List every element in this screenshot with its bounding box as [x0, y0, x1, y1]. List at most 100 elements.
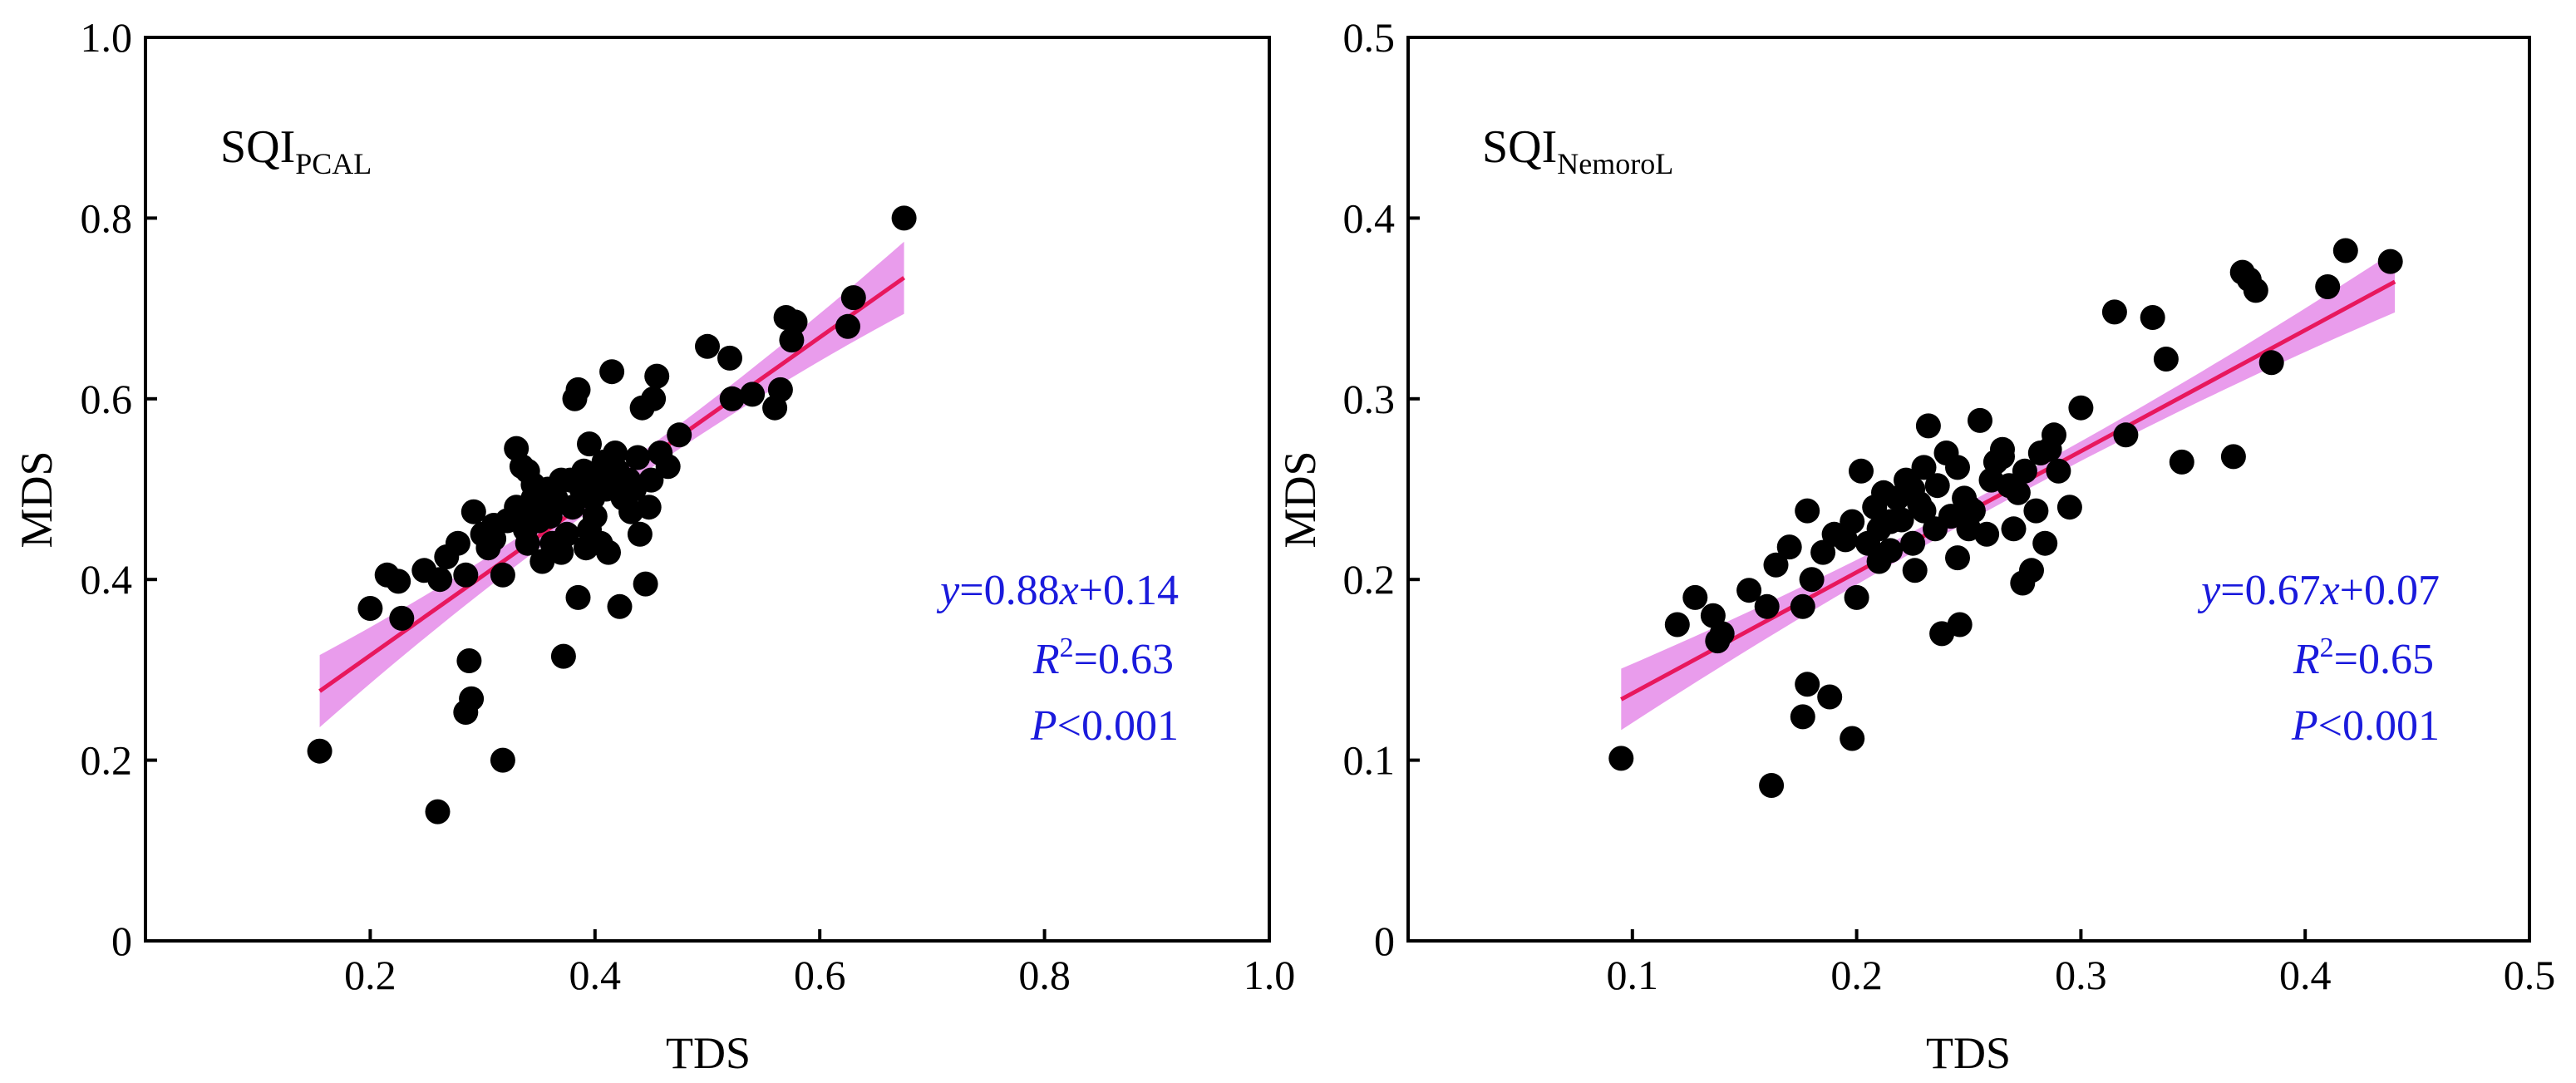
data-point [2220, 444, 2246, 470]
p-value: P<0.001 [1030, 702, 1179, 750]
data-point [515, 530, 540, 556]
data-point [1924, 473, 1950, 499]
data-point [1990, 444, 2015, 470]
data-point [2315, 274, 2341, 299]
data-point [1956, 495, 1982, 520]
y-axis-title: MDS [12, 450, 62, 548]
data-point [2332, 238, 2358, 263]
data-point [719, 386, 745, 411]
p-value: P<0.001 [2291, 702, 2440, 750]
plot-frame [144, 36, 1271, 943]
data-point [2046, 458, 2071, 484]
data-point [2019, 558, 2044, 583]
data-point [2001, 516, 2027, 542]
y-tick-label: 0 [1374, 918, 1395, 964]
data-point [307, 738, 332, 764]
data-point [2153, 347, 2179, 372]
data-point [386, 569, 411, 594]
x-tick-label: 1.0 [1244, 952, 1296, 998]
y-tick-label: 0.3 [1343, 376, 1396, 422]
data-point [633, 571, 658, 597]
data-point [577, 431, 602, 457]
data-point [717, 345, 742, 371]
data-point [1682, 584, 1708, 610]
data-point [638, 467, 664, 493]
y-tick-label: 0.2 [81, 737, 133, 784]
r-squared: R2=0.63 [1032, 633, 1174, 683]
data-point [2169, 449, 2194, 475]
data-point [2056, 495, 2082, 520]
data-point [695, 333, 720, 359]
x-axis-title: TDS [666, 1028, 751, 1078]
data-point [1810, 539, 1836, 565]
data-point [1763, 552, 1789, 578]
y-tick-label: 0 [111, 918, 132, 964]
data-point [627, 521, 653, 547]
x-tick-label: 0.1 [1607, 952, 1659, 998]
data-point [2258, 350, 2284, 376]
data-point [655, 454, 681, 480]
data-point [891, 205, 917, 231]
y-tick-label: 0.4 [1343, 194, 1396, 241]
data-point [2243, 278, 2268, 303]
data-point [596, 539, 621, 565]
data-point [461, 499, 486, 524]
data-point [1900, 476, 1926, 502]
data-point [2005, 480, 2031, 505]
data-point [1844, 584, 1869, 610]
data-point [1664, 612, 1690, 637]
y-tick-label: 0.8 [81, 194, 133, 241]
x-tick-label: 0.2 [1830, 952, 1883, 998]
data-point [1795, 672, 1820, 697]
data-point [1840, 509, 1865, 534]
data-point [641, 386, 667, 411]
data-point [740, 382, 766, 407]
data-point [1709, 621, 1735, 647]
x-tick-label: 0.5 [2504, 952, 2556, 998]
data-point [1915, 413, 1941, 439]
data-point [453, 562, 479, 588]
data-point [456, 648, 482, 673]
data-point [644, 363, 670, 389]
regression-equation: y=0.67x+0.07 [2197, 567, 2440, 614]
data-point [2012, 458, 2037, 484]
data-point [767, 377, 793, 402]
x-tick-label: 0.4 [2279, 952, 2332, 998]
data-point [835, 313, 860, 339]
y-tick-label: 0.4 [81, 556, 133, 603]
x-tick-label: 0.4 [569, 952, 622, 998]
data-point [389, 605, 415, 631]
data-point [490, 747, 515, 773]
data-point [2377, 249, 2403, 274]
data-point [1911, 498, 1937, 524]
regression-equation: y=0.88x+0.14 [936, 567, 1179, 614]
data-point [504, 436, 529, 461]
data-point [565, 584, 591, 610]
data-point [2068, 395, 2094, 421]
y-tick-label: 0.2 [1343, 556, 1396, 603]
data-point [2042, 422, 2066, 448]
data-point [1759, 773, 1785, 798]
data-point [1947, 612, 1973, 637]
data-point [1776, 534, 1802, 560]
data-point [1736, 578, 1762, 603]
y-tick-label: 0.5 [1343, 14, 1396, 61]
data-point [2140, 305, 2165, 330]
data-point [577, 517, 602, 543]
data-point [1968, 407, 1992, 433]
data-point [529, 549, 555, 574]
chart-panel-pcal: 0.2 0.4 0.6 0.8 1.000.20.40.60.81.0 SQIPCAL … [12, 14, 1295, 1078]
data-point [2032, 530, 2058, 556]
data-point [1900, 530, 1926, 556]
data-point [549, 539, 574, 565]
data-point [1790, 704, 1815, 730]
data-point [1608, 746, 1634, 771]
data-point [1754, 593, 1780, 619]
data-point [2023, 498, 2049, 524]
x-tick-label: 0.3 [2055, 952, 2107, 998]
data-point [1795, 498, 1820, 524]
data-point [1974, 521, 2000, 547]
data-point [1911, 455, 1937, 480]
data-point [550, 643, 576, 669]
